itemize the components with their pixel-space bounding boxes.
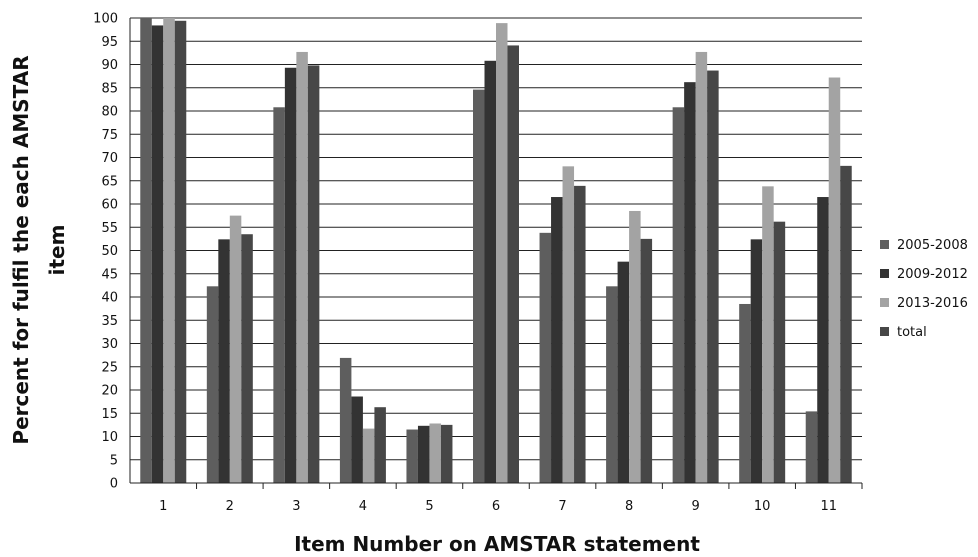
x-axis-title: Item Number on AMSTAR statement [294, 532, 700, 556]
bar [351, 396, 363, 483]
bar [739, 303, 751, 483]
x-tick-label: 10 [754, 499, 771, 514]
bar [229, 215, 242, 483]
legend-label: 2013-2016 [897, 296, 968, 311]
bar [695, 51, 708, 483]
bar [273, 107, 285, 483]
bar [140, 18, 152, 483]
bar [429, 423, 441, 483]
bar [206, 286, 219, 483]
x-tick-label: 3 [292, 499, 300, 514]
bar [539, 232, 552, 483]
bar [750, 239, 763, 483]
bar [507, 45, 519, 484]
x-tick-label: 11 [820, 499, 837, 514]
x-tick-label: 2 [226, 499, 234, 514]
bar [362, 428, 375, 483]
bar [284, 67, 297, 483]
bar [406, 429, 418, 483]
y-tick-label: 65 [101, 174, 118, 189]
bar [440, 424, 453, 483]
bar [163, 18, 175, 483]
bar [707, 70, 719, 484]
y-tick-label: 85 [101, 81, 118, 96]
bar [574, 185, 586, 484]
bar [617, 261, 630, 483]
y-tick-label: 45 [101, 267, 118, 282]
y-tick-label: 50 [101, 244, 118, 259]
bar [307, 65, 320, 484]
y-tick-label: 5 [110, 453, 118, 468]
axes [129, 18, 863, 489]
y-tick-label: 10 [101, 430, 118, 445]
y-tick-label: 100 [93, 12, 118, 27]
y-tick-label: 35 [101, 314, 118, 329]
y-tick-label: 25 [101, 360, 118, 375]
bar [762, 186, 774, 483]
y-tick-label: 90 [101, 58, 118, 73]
bar [374, 407, 386, 483]
bar [562, 166, 575, 483]
bar [339, 357, 352, 483]
bar [296, 51, 308, 483]
bar [817, 197, 829, 483]
legend-label: total [897, 325, 927, 340]
bar [828, 77, 841, 484]
bar [840, 165, 852, 483]
bar [684, 82, 696, 484]
legend-label: 2005-2008 [897, 238, 968, 253]
y-tick-labels: 0 5 10 15 20 25 30 35 40 45 50 55 60 65 70 75 80 85 90 95 10… [93, 12, 118, 492]
x-tick-labels: 1 2 3 4 5 6 7 8 9 10 11 [159, 499, 837, 514]
y-axis-title-line-2: item [45, 225, 69, 276]
bar [606, 286, 618, 483]
bars [140, 18, 852, 484]
bar [151, 25, 164, 483]
y-tick-label: 55 [101, 221, 118, 236]
legend-swatch [880, 298, 889, 307]
bar [417, 425, 430, 483]
x-tick-label: 7 [558, 499, 566, 514]
y-tick-label: 30 [101, 337, 118, 352]
legend-label: 2009-2012 [897, 267, 968, 282]
y-tick-label: 0 [110, 477, 118, 492]
x-tick-label: 4 [359, 499, 367, 514]
legend-swatch [880, 269, 889, 278]
bar [241, 234, 253, 483]
y-tick-label: 15 [101, 407, 118, 422]
bar [672, 107, 685, 483]
x-tick-label: 1 [159, 499, 167, 514]
bar [640, 238, 653, 483]
x-tick-label: 5 [425, 499, 433, 514]
bar [473, 89, 485, 484]
bar [629, 210, 641, 483]
bar [805, 411, 818, 483]
legend-swatch [880, 327, 889, 336]
y-tick-label: 20 [101, 384, 118, 399]
y-tick-label: 95 [101, 35, 118, 50]
y-axis-title-line-1: Percent for fulfil the each AMSTAR [9, 55, 33, 444]
y-tick-label: 40 [101, 291, 118, 306]
bar [484, 60, 496, 483]
y-tick-label: 60 [101, 198, 118, 213]
y-tick-label: 70 [101, 151, 118, 166]
x-tick-label: 8 [625, 499, 633, 514]
x-tick-label: 9 [691, 499, 699, 514]
bar [551, 197, 563, 483]
bar [496, 23, 508, 484]
bar [773, 221, 786, 484]
bar [218, 239, 230, 483]
y-tick-label: 75 [101, 128, 118, 143]
y-tick-label: 80 [101, 105, 118, 120]
bar [174, 20, 187, 483]
legend-swatch [880, 240, 889, 249]
x-tick-label: 6 [492, 499, 500, 514]
legend: 2005-2008 2009-2012 2013-2016 total [880, 238, 968, 340]
